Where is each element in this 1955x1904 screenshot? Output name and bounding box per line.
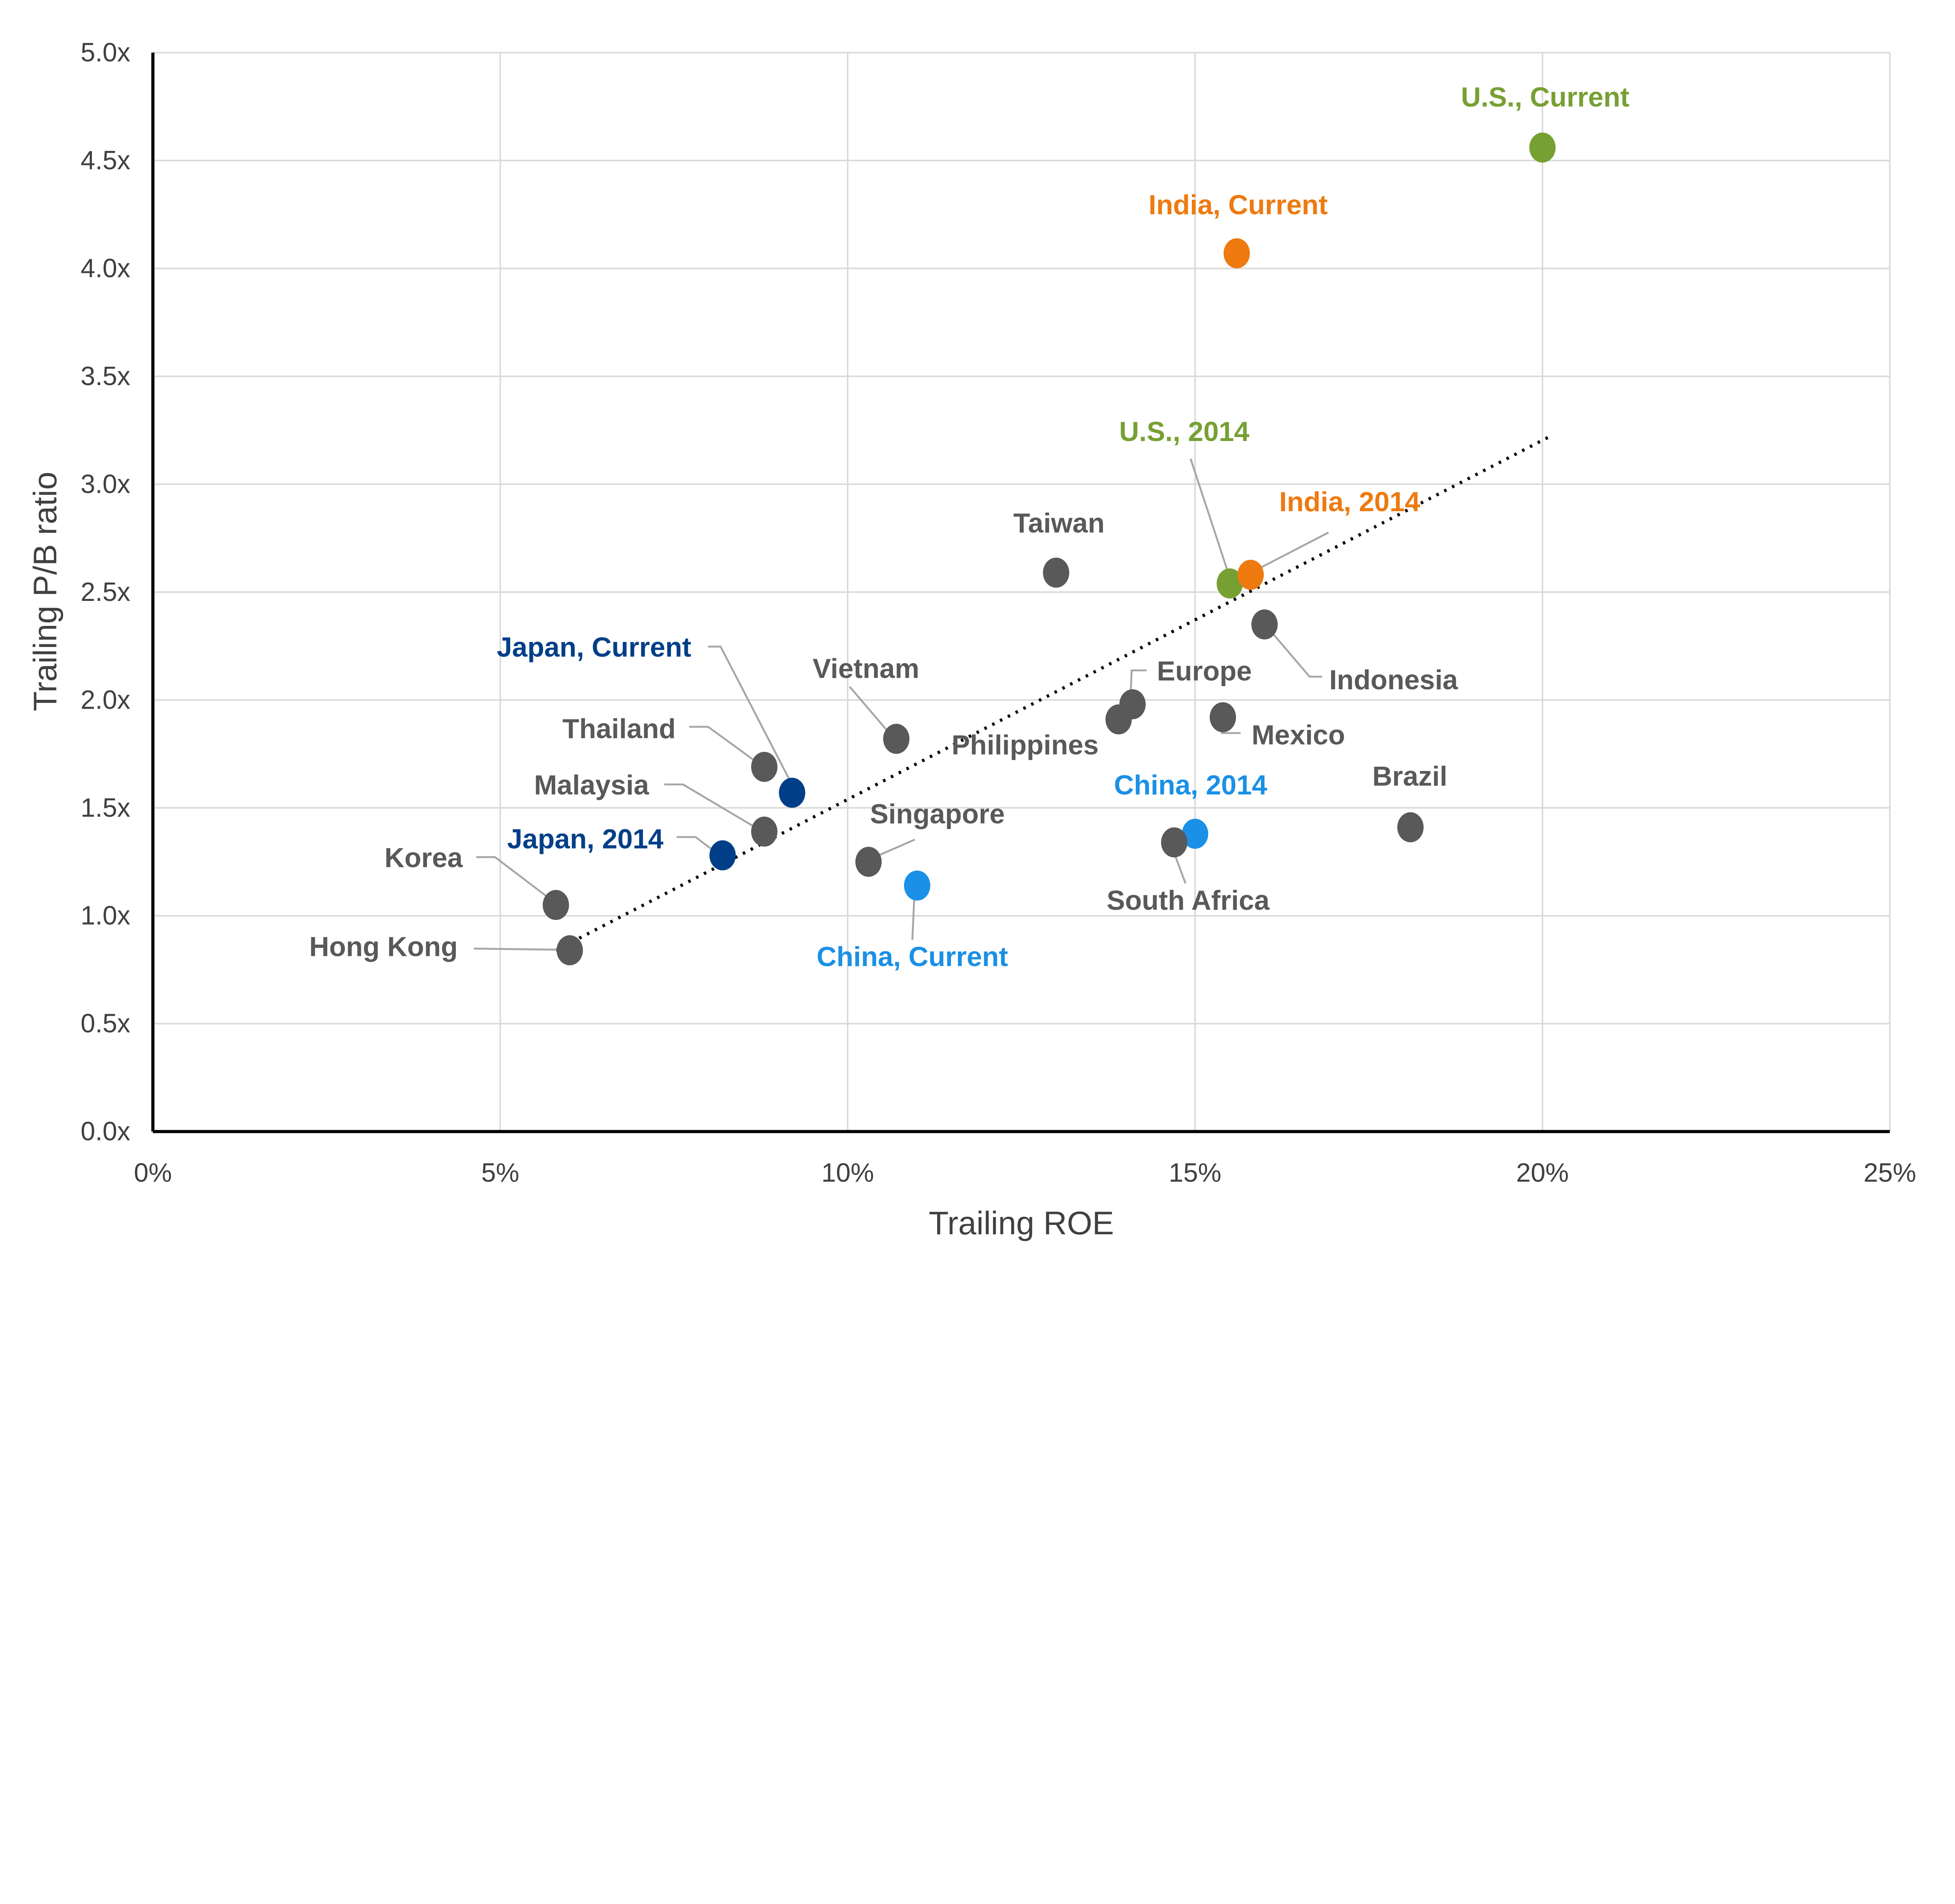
point-label: Mexico: [1252, 719, 1345, 750]
data-point: [883, 724, 909, 754]
tick-labels: 0% 5% 10% 15% 20% 25% 0.0x 0.5x 1.0x 1.5x 2.0x 2.5x…: [81, 38, 1916, 1187]
y-tick-label: 2.5x: [81, 577, 130, 607]
x-tick-label: 20%: [1516, 1158, 1569, 1187]
leader-line: [664, 783, 764, 833]
data-point: [855, 846, 882, 877]
point-labels: U.S., Current India, Current U.S., 2014 Ind…: [309, 81, 1630, 972]
point-label: Taiwan: [1013, 507, 1105, 538]
data-point: [556, 935, 583, 966]
data-point: [1237, 559, 1264, 590]
leader-lines: [474, 458, 1329, 951]
data-point: [1223, 238, 1250, 269]
leader-line: [1189, 458, 1230, 577]
point-label: Singapore: [870, 798, 1005, 829]
data-point: [1397, 812, 1424, 843]
x-tick-label: 15%: [1169, 1158, 1221, 1187]
point-label: Malaysia: [534, 769, 649, 800]
data-point: [779, 778, 805, 808]
point-label: Indonesia: [1329, 664, 1458, 695]
x-tick-label: 0%: [134, 1158, 172, 1187]
data-point: [1161, 827, 1187, 858]
point-label: Hong Kong: [309, 931, 458, 962]
leader-line: [474, 947, 570, 951]
point-label: U.S., Current: [1461, 81, 1629, 112]
data-point: [1216, 568, 1243, 599]
y-tick-label: 0.5x: [81, 1009, 130, 1038]
data-point: [1209, 702, 1236, 732]
point-label: Brazil: [1372, 761, 1447, 792]
point-label: U.S., 2014: [1119, 416, 1249, 447]
leader-line: [476, 856, 558, 906]
x-axis-label: Trailing ROE: [929, 1205, 1114, 1241]
x-tick-label: 25%: [1864, 1158, 1916, 1187]
y-axis-label: Trailing P/B ratio: [27, 472, 63, 711]
data-point: [751, 816, 778, 847]
point-label: Philippines: [952, 729, 1099, 760]
gridlines: [153, 52, 1891, 1132]
leader-line: [708, 645, 797, 792]
x-tick-label: 5%: [481, 1158, 519, 1187]
data-point: [1251, 609, 1278, 640]
data-point: [1529, 132, 1556, 163]
x-tick-label: 10%: [821, 1158, 874, 1187]
data-point: [1105, 704, 1132, 735]
point-label: Thailand: [562, 713, 676, 744]
point-label: China, 2014: [1114, 769, 1267, 800]
y-tick-label: 2.0x: [81, 685, 130, 715]
y-tick-label: 4.0x: [81, 254, 130, 283]
data-point: [709, 840, 736, 871]
data-point: [904, 870, 931, 901]
point-label: China, Current: [817, 941, 1008, 972]
point-label: Europe: [1157, 655, 1252, 686]
leader-line: [1255, 532, 1329, 571]
leader-line: [1265, 624, 1322, 678]
y-tick-label: 4.5x: [81, 146, 130, 175]
point-label: India, 2014: [1279, 486, 1421, 517]
data-point: [751, 752, 778, 782]
y-tick-label: 0.0x: [81, 1117, 130, 1146]
point-label: India, Current: [1149, 189, 1328, 220]
data-point: [542, 890, 569, 920]
axes: [151, 52, 1890, 1133]
y-tick-label: 1.0x: [81, 901, 130, 930]
data-point: [1043, 558, 1069, 588]
data-point: [1182, 819, 1209, 849]
point-label: South Africa: [1107, 885, 1270, 916]
leader-line: [689, 726, 764, 768]
point-label: Korea: [384, 842, 463, 873]
point-label: Japan, 2014: [507, 823, 664, 854]
point-label: Japan, Current: [497, 631, 691, 662]
point-label: Vietnam: [812, 653, 919, 684]
y-tick-label: 1.5x: [81, 793, 130, 823]
data-points: [542, 132, 1556, 966]
y-tick-label: 5.0x: [81, 38, 130, 67]
scatter-chart: 0% 5% 10% 15% 20% 25% 0.0x 0.5x 1.0x 1.5x 2.0x 2.5x…: [27, 38, 1916, 1241]
y-tick-label: 3.5x: [81, 362, 130, 391]
y-tick-label: 3.0x: [81, 470, 130, 499]
